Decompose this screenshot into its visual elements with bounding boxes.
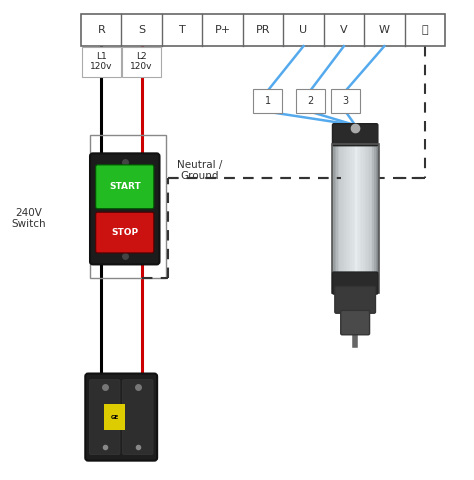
Bar bbox=[365, 144, 367, 293]
Text: P+: P+ bbox=[215, 25, 231, 35]
FancyBboxPatch shape bbox=[85, 373, 157, 461]
FancyBboxPatch shape bbox=[253, 89, 283, 113]
Bar bbox=[352, 144, 354, 293]
FancyBboxPatch shape bbox=[82, 47, 121, 77]
Bar bbox=[335, 144, 337, 293]
Bar bbox=[336, 144, 338, 293]
Bar bbox=[347, 144, 349, 293]
Text: 1: 1 bbox=[264, 96, 271, 106]
Text: R: R bbox=[97, 25, 105, 35]
FancyBboxPatch shape bbox=[122, 47, 161, 77]
Text: PR: PR bbox=[256, 25, 270, 35]
Bar bbox=[338, 144, 340, 293]
Bar bbox=[333, 144, 335, 293]
Bar bbox=[377, 144, 379, 293]
Bar bbox=[341, 144, 343, 293]
Text: 240V
Switch: 240V Switch bbox=[12, 208, 46, 229]
Text: T: T bbox=[179, 25, 185, 35]
Text: STOP: STOP bbox=[111, 228, 138, 237]
FancyBboxPatch shape bbox=[96, 212, 154, 253]
Bar bbox=[331, 144, 334, 293]
Text: S: S bbox=[138, 25, 145, 35]
Bar bbox=[350, 144, 353, 293]
FancyBboxPatch shape bbox=[332, 124, 378, 146]
Bar bbox=[368, 144, 370, 293]
Bar bbox=[375, 144, 378, 293]
Bar bbox=[369, 144, 372, 293]
Text: START: START bbox=[109, 182, 141, 191]
FancyBboxPatch shape bbox=[90, 154, 159, 264]
Bar bbox=[91, 135, 166, 278]
Bar bbox=[362, 144, 364, 293]
Bar bbox=[355, 144, 357, 293]
Bar bbox=[358, 144, 360, 293]
Bar bbox=[354, 144, 356, 293]
FancyBboxPatch shape bbox=[341, 311, 370, 335]
Bar bbox=[371, 144, 373, 293]
Text: V: V bbox=[340, 25, 347, 35]
FancyBboxPatch shape bbox=[296, 89, 325, 113]
Bar bbox=[346, 144, 348, 293]
Bar bbox=[339, 144, 341, 293]
FancyBboxPatch shape bbox=[335, 287, 375, 313]
Text: 3: 3 bbox=[343, 96, 349, 106]
FancyBboxPatch shape bbox=[332, 272, 378, 294]
FancyBboxPatch shape bbox=[96, 165, 154, 209]
Bar bbox=[366, 144, 368, 293]
Bar bbox=[360, 144, 362, 293]
Text: Neutral /
Ground: Neutral / Ground bbox=[176, 160, 222, 181]
FancyBboxPatch shape bbox=[90, 380, 120, 455]
Text: L1
120v: L1 120v bbox=[90, 52, 112, 72]
Text: L2
120v: L2 120v bbox=[130, 52, 153, 72]
Bar bbox=[343, 144, 345, 293]
Text: 2: 2 bbox=[307, 96, 313, 106]
Text: W: W bbox=[379, 25, 390, 35]
FancyBboxPatch shape bbox=[331, 89, 360, 113]
Bar bbox=[331, 144, 379, 293]
Text: GE: GE bbox=[110, 415, 118, 420]
Text: U: U bbox=[300, 25, 308, 35]
FancyBboxPatch shape bbox=[104, 405, 125, 430]
Bar bbox=[363, 144, 365, 293]
Bar bbox=[373, 144, 374, 293]
Text: ⏚: ⏚ bbox=[421, 25, 428, 35]
Bar bbox=[349, 144, 351, 293]
Bar bbox=[81, 13, 445, 46]
Bar bbox=[344, 144, 346, 293]
FancyBboxPatch shape bbox=[123, 380, 153, 455]
Bar bbox=[357, 144, 359, 293]
Bar bbox=[374, 144, 376, 293]
